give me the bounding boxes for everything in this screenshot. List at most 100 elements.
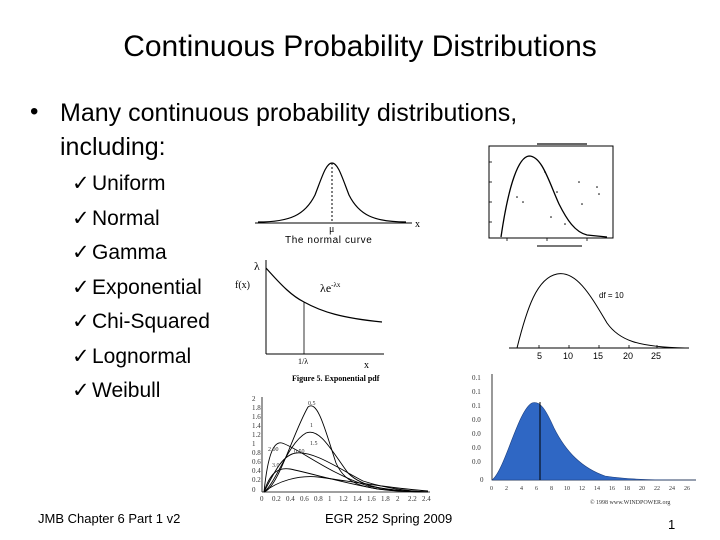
gamma-point bbox=[556, 191, 558, 193]
weibull-x-tick: 8 bbox=[550, 486, 553, 492]
logn-curve bbox=[263, 442, 429, 493]
gamma-point bbox=[581, 203, 583, 205]
weibull-x-tick-labels: 0 2 4 6 8 10 12 14 16 18 20 22 24 26 bbox=[490, 486, 690, 492]
footer-left: JMB Chapter 6 Part 1 v2 bbox=[38, 511, 181, 526]
lognormal-figure: 2 1.8 1.6 1.4 1.2 1 0.8 0.6 0.4 0.2 0 0 … bbox=[252, 395, 431, 503]
gamma-point bbox=[596, 186, 598, 188]
exp-lambda-label: λ bbox=[254, 259, 260, 273]
logn-x-tick: 1.2 bbox=[339, 495, 348, 503]
bullet-text: Many continuous probability distribution… bbox=[60, 99, 518, 161]
check-icon: ✓ bbox=[72, 172, 90, 195]
logn-x-tick: 0.4 bbox=[286, 495, 295, 503]
weibull-y-tick: 0.1 bbox=[472, 402, 481, 410]
normal-curve-figure: μ x The normal curve bbox=[255, 162, 420, 246]
logn-curve-label: 1.5 bbox=[310, 441, 318, 447]
logn-x-tick: 2.2 bbox=[408, 495, 417, 503]
chi-ticks bbox=[538, 345, 658, 348]
logn-y-tick: 1 bbox=[252, 440, 256, 448]
list-item: ✓ Weibull bbox=[72, 377, 210, 412]
list-item-label: Exponential bbox=[92, 275, 202, 299]
gamma-point bbox=[578, 181, 580, 183]
weibull-y-tick: 0.0 bbox=[472, 458, 481, 466]
list-item: ✓ Uniform bbox=[72, 170, 210, 205]
logn-x-tick: 0.2 bbox=[272, 495, 281, 503]
logn-y-tick: 0 bbox=[252, 486, 256, 494]
exp-formula: λe-λx bbox=[320, 281, 341, 295]
weibull-y-tick: 0.0 bbox=[472, 416, 481, 424]
weibull-x-tick: 20 bbox=[639, 486, 645, 492]
weibull-x-tick: 10 bbox=[564, 486, 570, 492]
logn-x-tick: 1.8 bbox=[381, 495, 390, 503]
weibull-x-tick: 12 bbox=[579, 486, 585, 492]
weibull-y-tick: 0 bbox=[480, 476, 484, 484]
weibull-area bbox=[491, 402, 697, 481]
chi-df-label: df = 10 bbox=[599, 291, 624, 300]
page-number: 1 bbox=[668, 517, 676, 532]
list-item: ✓ Chi-Squared bbox=[72, 308, 210, 343]
gamma-scatter-points bbox=[516, 171, 600, 225]
gamma-point bbox=[598, 193, 600, 195]
logn-x-tick: 0.8 bbox=[314, 495, 323, 503]
normal-caption: The normal curve bbox=[285, 235, 372, 246]
list-item-label: Weibull bbox=[92, 379, 161, 402]
gamma-plot bbox=[488, 143, 614, 247]
weibull-y-tick: 0.0 bbox=[472, 444, 481, 452]
logn-y-tick: 1.6 bbox=[252, 413, 261, 421]
logn-x-tick-labels: 0 0.2 0.4 0.6 0.8 1 1.2 1.4 1.6 1.8 2 2.… bbox=[260, 495, 431, 503]
weibull-y-tick: 0.1 bbox=[472, 374, 481, 382]
chi-squared-figure: df = 10 5 10 15 20 25 bbox=[509, 273, 689, 361]
list-item: ✓ Gamma bbox=[72, 239, 210, 274]
footer-center: EGR 252 Spring 2009 bbox=[325, 511, 453, 526]
logn-y-tick: 0.2 bbox=[252, 476, 261, 484]
gamma-ticks bbox=[489, 161, 588, 241]
chi-tick-label: 25 bbox=[651, 351, 661, 361]
distribution-list: ✓ Uniform ✓ Normal ✓ Gamma ✓ Exponential ✓ Ch… bbox=[72, 170, 210, 412]
exp-x-label: x bbox=[364, 360, 369, 371]
weibull-x-tick: 6 bbox=[535, 486, 538, 492]
normal-x-label: x bbox=[415, 219, 420, 230]
chi-curve bbox=[516, 273, 686, 349]
weibull-x-tick: 18 bbox=[624, 486, 630, 492]
logn-curve-label: 1 bbox=[310, 423, 313, 429]
gamma-curve bbox=[500, 155, 608, 238]
check-icon: ✓ bbox=[72, 310, 90, 333]
exp-formula-base: λe bbox=[320, 281, 331, 295]
list-item-label: Lognormal bbox=[92, 344, 192, 368]
gamma-point bbox=[522, 201, 524, 203]
weibull-x-tick: 22 bbox=[654, 486, 660, 492]
logn-x-tick: 1 bbox=[328, 495, 332, 503]
check-icon: ✓ bbox=[72, 275, 90, 299]
logn-y-tick: 2 bbox=[252, 395, 256, 403]
weibull-y-tick: 0.1 bbox=[472, 388, 481, 396]
logn-y-tick: 1.8 bbox=[252, 404, 261, 412]
weibull-x-tick: 0 bbox=[490, 486, 493, 492]
bullet-icon: • bbox=[30, 98, 39, 125]
logn-curve-label: 3.0 bbox=[272, 463, 280, 469]
normal-mu-label: μ bbox=[329, 224, 334, 235]
gamma-frame bbox=[488, 145, 614, 239]
logn-y-tick: 0.8 bbox=[252, 449, 261, 457]
gamma-point bbox=[516, 196, 518, 198]
logn-y-tick: 1.4 bbox=[252, 422, 261, 430]
list-item: ✓ Exponential bbox=[72, 274, 210, 309]
logn-curve-label: 0.50 bbox=[294, 449, 305, 455]
list-item-label: Normal bbox=[92, 206, 160, 230]
weibull-x-tick: 26 bbox=[684, 486, 690, 492]
logn-x-tick: 0.6 bbox=[300, 495, 309, 503]
weibull-x-tick: 14 bbox=[594, 486, 600, 492]
exp-caption: Figure 5. Exponential pdf bbox=[292, 374, 380, 383]
weibull-x-tick: 4 bbox=[520, 486, 523, 492]
list-item-label: Uniform bbox=[92, 172, 166, 195]
logn-curve-label: 0.5 bbox=[308, 401, 316, 407]
check-icon: ✓ bbox=[72, 379, 90, 402]
weibull-x-tick: 2 bbox=[505, 486, 508, 492]
weibull-x-tick: 24 bbox=[669, 486, 675, 492]
weibull-y-tick: 0.0 bbox=[472, 430, 481, 438]
gamma-point bbox=[550, 216, 552, 218]
list-item: ✓ Normal bbox=[72, 205, 210, 240]
weibull-figure: 0.1 0.1 0.1 0.0 0.0 0.0 0.0 0 0 2 4 6 8 … bbox=[472, 374, 697, 506]
logn-curve-label: 2.00 bbox=[268, 447, 279, 453]
logn-x-tick: 1.6 bbox=[367, 495, 376, 503]
logn-curve bbox=[263, 405, 429, 493]
logn-curve bbox=[263, 452, 429, 493]
